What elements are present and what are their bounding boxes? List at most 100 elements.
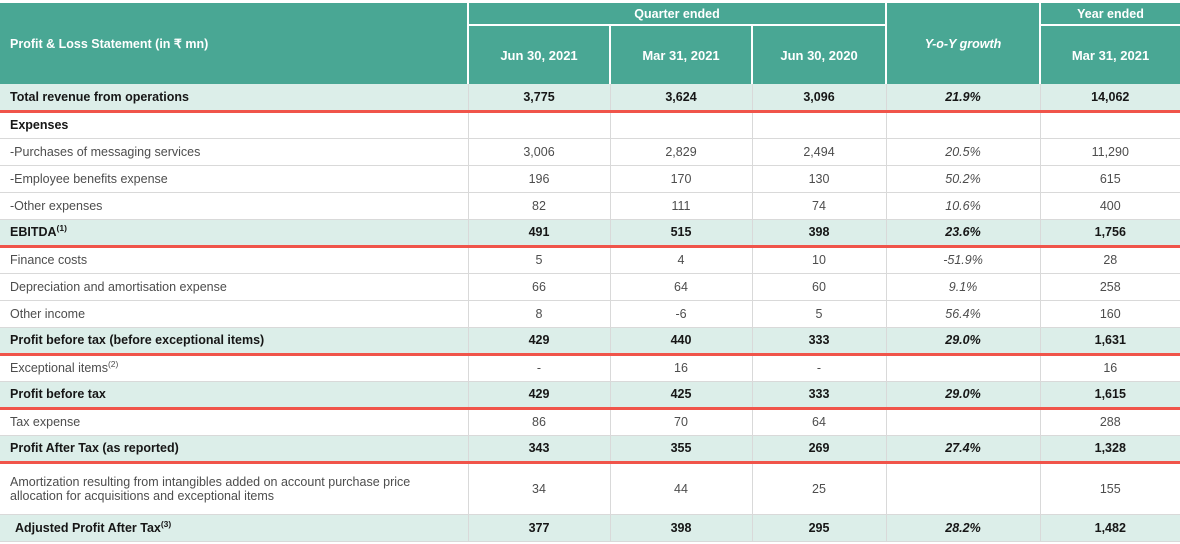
cell-year-mar-31-2021: 1,756 (1039, 219, 1180, 248)
table-body: Total revenue from operations 3,775 3,624 3… (0, 84, 1180, 542)
table-row: Tax expense 86 70 64 288 (0, 408, 1180, 436)
cell-yoy-growth: 29.0% (885, 381, 1041, 410)
cell-yoy-growth (885, 408, 1041, 436)
row-label: EBITDA(1) (0, 219, 468, 248)
cell-jun-30-2021: 3,775 (467, 84, 610, 113)
cell-yoy-growth: 50.2% (885, 165, 1041, 193)
row-label: Tax expense (0, 408, 468, 436)
row-label: Profit before tax (0, 381, 468, 410)
col-header-jun-30-2020: Jun 30, 2020 (750, 25, 887, 84)
cell-mar-31-2021: 3,624 (609, 84, 752, 113)
cell-mar-31-2021: 440 (609, 327, 752, 356)
cell-year-mar-31-2021: 155 (1039, 462, 1180, 515)
cell-yoy-growth: -51.9% (885, 246, 1041, 274)
cell-year-mar-31-2021: 1,328 (1039, 435, 1180, 464)
cell-jun-30-2021: 377 (467, 514, 610, 542)
row-label: -Other expenses (0, 192, 468, 220)
cell-jun-30-2020: 333 (751, 381, 887, 410)
cell-mar-31-2021: 398 (609, 514, 752, 542)
row-label: Exceptional items(2) (0, 354, 468, 382)
table-row: Total revenue from operations 3,775 3,624 3… (0, 84, 1180, 113)
footnote-marker: (1) (56, 222, 67, 233)
cell-year-mar-31-2021: 16 (1039, 354, 1180, 382)
cell-year-mar-31-2021: 400 (1039, 192, 1180, 220)
row-label: -Purchases of messaging services (0, 138, 468, 166)
cell-jun-30-2021: 8 (467, 300, 610, 328)
row-label: -Employee benefits expense (0, 165, 468, 193)
cell-mar-31-2021: -6 (609, 300, 752, 328)
cell-jun-30-2021: 82 (467, 192, 610, 220)
col-header-year-mar-31-2021: Mar 31, 2021 (1039, 25, 1180, 84)
cell-year-mar-31-2021: 14,062 (1039, 84, 1180, 113)
cell-year-mar-31-2021: 28 (1039, 246, 1180, 274)
cell-yoy-growth: 27.4% (885, 435, 1041, 464)
footnote-marker: (3) (160, 518, 172, 529)
cell-jun-30-2020: 74 (751, 192, 887, 220)
cell-yoy-growth: 23.6% (885, 219, 1041, 248)
row-label: Total revenue from operations (0, 84, 468, 113)
cell-jun-30-2020 (751, 111, 887, 139)
cell-jun-30-2021: 66 (467, 273, 610, 301)
table-row: Finance costs 5 4 10 -51.9% 28 (0, 246, 1180, 274)
table-row: Profit After Tax (as reported) 343 355 269 2… (0, 435, 1180, 464)
cell-year-mar-31-2021: 160 (1039, 300, 1180, 328)
cell-jun-30-2021: 196 (467, 165, 610, 193)
cell-mar-31-2021: 111 (609, 192, 752, 220)
cell-jun-30-2021: 343 (467, 435, 610, 464)
row-label: Finance costs (0, 246, 468, 274)
cell-yoy-growth (885, 111, 1041, 139)
cell-jun-30-2021: 491 (467, 219, 610, 248)
cell-mar-31-2021: 70 (609, 408, 752, 436)
cell-jun-30-2021: 34 (467, 462, 610, 515)
cell-yoy-growth: 56.4% (885, 300, 1041, 328)
cell-mar-31-2021: 64 (609, 273, 752, 301)
cell-jun-30-2021: 429 (467, 381, 610, 410)
table-row: Depreciation and amortisation expense 66 6… (0, 273, 1180, 301)
cell-jun-30-2020: 64 (751, 408, 887, 436)
cell-jun-30-2020: 130 (751, 165, 887, 193)
cell-mar-31-2021: 2,829 (609, 138, 752, 166)
cell-mar-31-2021 (609, 111, 752, 139)
col-group-year-ended: Year ended (1039, 3, 1180, 26)
cell-yoy-growth: 20.5% (885, 138, 1041, 166)
cell-jun-30-2021: - (467, 354, 610, 382)
table-header: Profit & Loss Statement (in ₹ mn) Quarte… (0, 3, 1180, 84)
cell-jun-30-2020: 295 (751, 514, 887, 542)
cell-year-mar-31-2021: 258 (1039, 273, 1180, 301)
col-header-statement-title: Profit & Loss Statement (in ₹ mn) (0, 3, 468, 84)
cell-jun-30-2020: 25 (751, 462, 887, 515)
cell-yoy-growth (885, 354, 1041, 382)
cell-mar-31-2021: 4 (609, 246, 752, 274)
cell-jun-30-2020: 5 (751, 300, 887, 328)
cell-jun-30-2021: 429 (467, 327, 610, 356)
header-group-row: Profit & Loss Statement (in ₹ mn) Quarte… (0, 3, 1180, 84)
cell-yoy-growth: 9.1% (885, 273, 1041, 301)
table-row: Other income 8 -6 5 56.4% 160 (0, 300, 1180, 328)
cell-mar-31-2021: 355 (609, 435, 752, 464)
row-label: Expenses (0, 111, 468, 139)
table-row: Profit before tax 429 425 333 29.0% 1,615 (0, 381, 1180, 410)
cell-year-mar-31-2021 (1039, 111, 1180, 139)
col-header-mar-31-2021: Mar 31, 2021 (609, 25, 752, 84)
cell-yoy-growth: 10.6% (885, 192, 1041, 220)
table-row: EBITDA(1) 491 515 398 23.6% 1,756 (0, 219, 1180, 248)
pl-table: Profit & Loss Statement (in ₹ mn) Quarte… (0, 3, 1180, 542)
col-header-jun-30-2021: Jun 30, 2021 (467, 25, 610, 84)
cell-mar-31-2021: 170 (609, 165, 752, 193)
cell-yoy-growth: 21.9% (885, 84, 1041, 113)
cell-jun-30-2020: 3,096 (751, 84, 887, 113)
cell-jun-30-2021 (467, 111, 610, 139)
cell-mar-31-2021: 515 (609, 219, 752, 248)
col-header-yoy-growth: Y-o-Y growth (885, 3, 1041, 84)
row-label: Other income (0, 300, 468, 328)
row-label: Profit before tax (before exceptional it… (0, 327, 468, 356)
table-row: -Employee benefits expense 196 170 130 50.2%… (0, 165, 1180, 193)
cell-yoy-growth: 29.0% (885, 327, 1041, 356)
cell-year-mar-31-2021: 11,290 (1039, 138, 1180, 166)
cell-year-mar-31-2021: 615 (1039, 165, 1180, 193)
cell-jun-30-2021: 86 (467, 408, 610, 436)
table-row: -Other expenses 82 111 74 10.6% 400 (0, 192, 1180, 220)
cell-year-mar-31-2021: 288 (1039, 408, 1180, 436)
table-row: Amortization resulting from intangibles … (0, 462, 1180, 515)
cell-jun-30-2021: 5 (467, 246, 610, 274)
